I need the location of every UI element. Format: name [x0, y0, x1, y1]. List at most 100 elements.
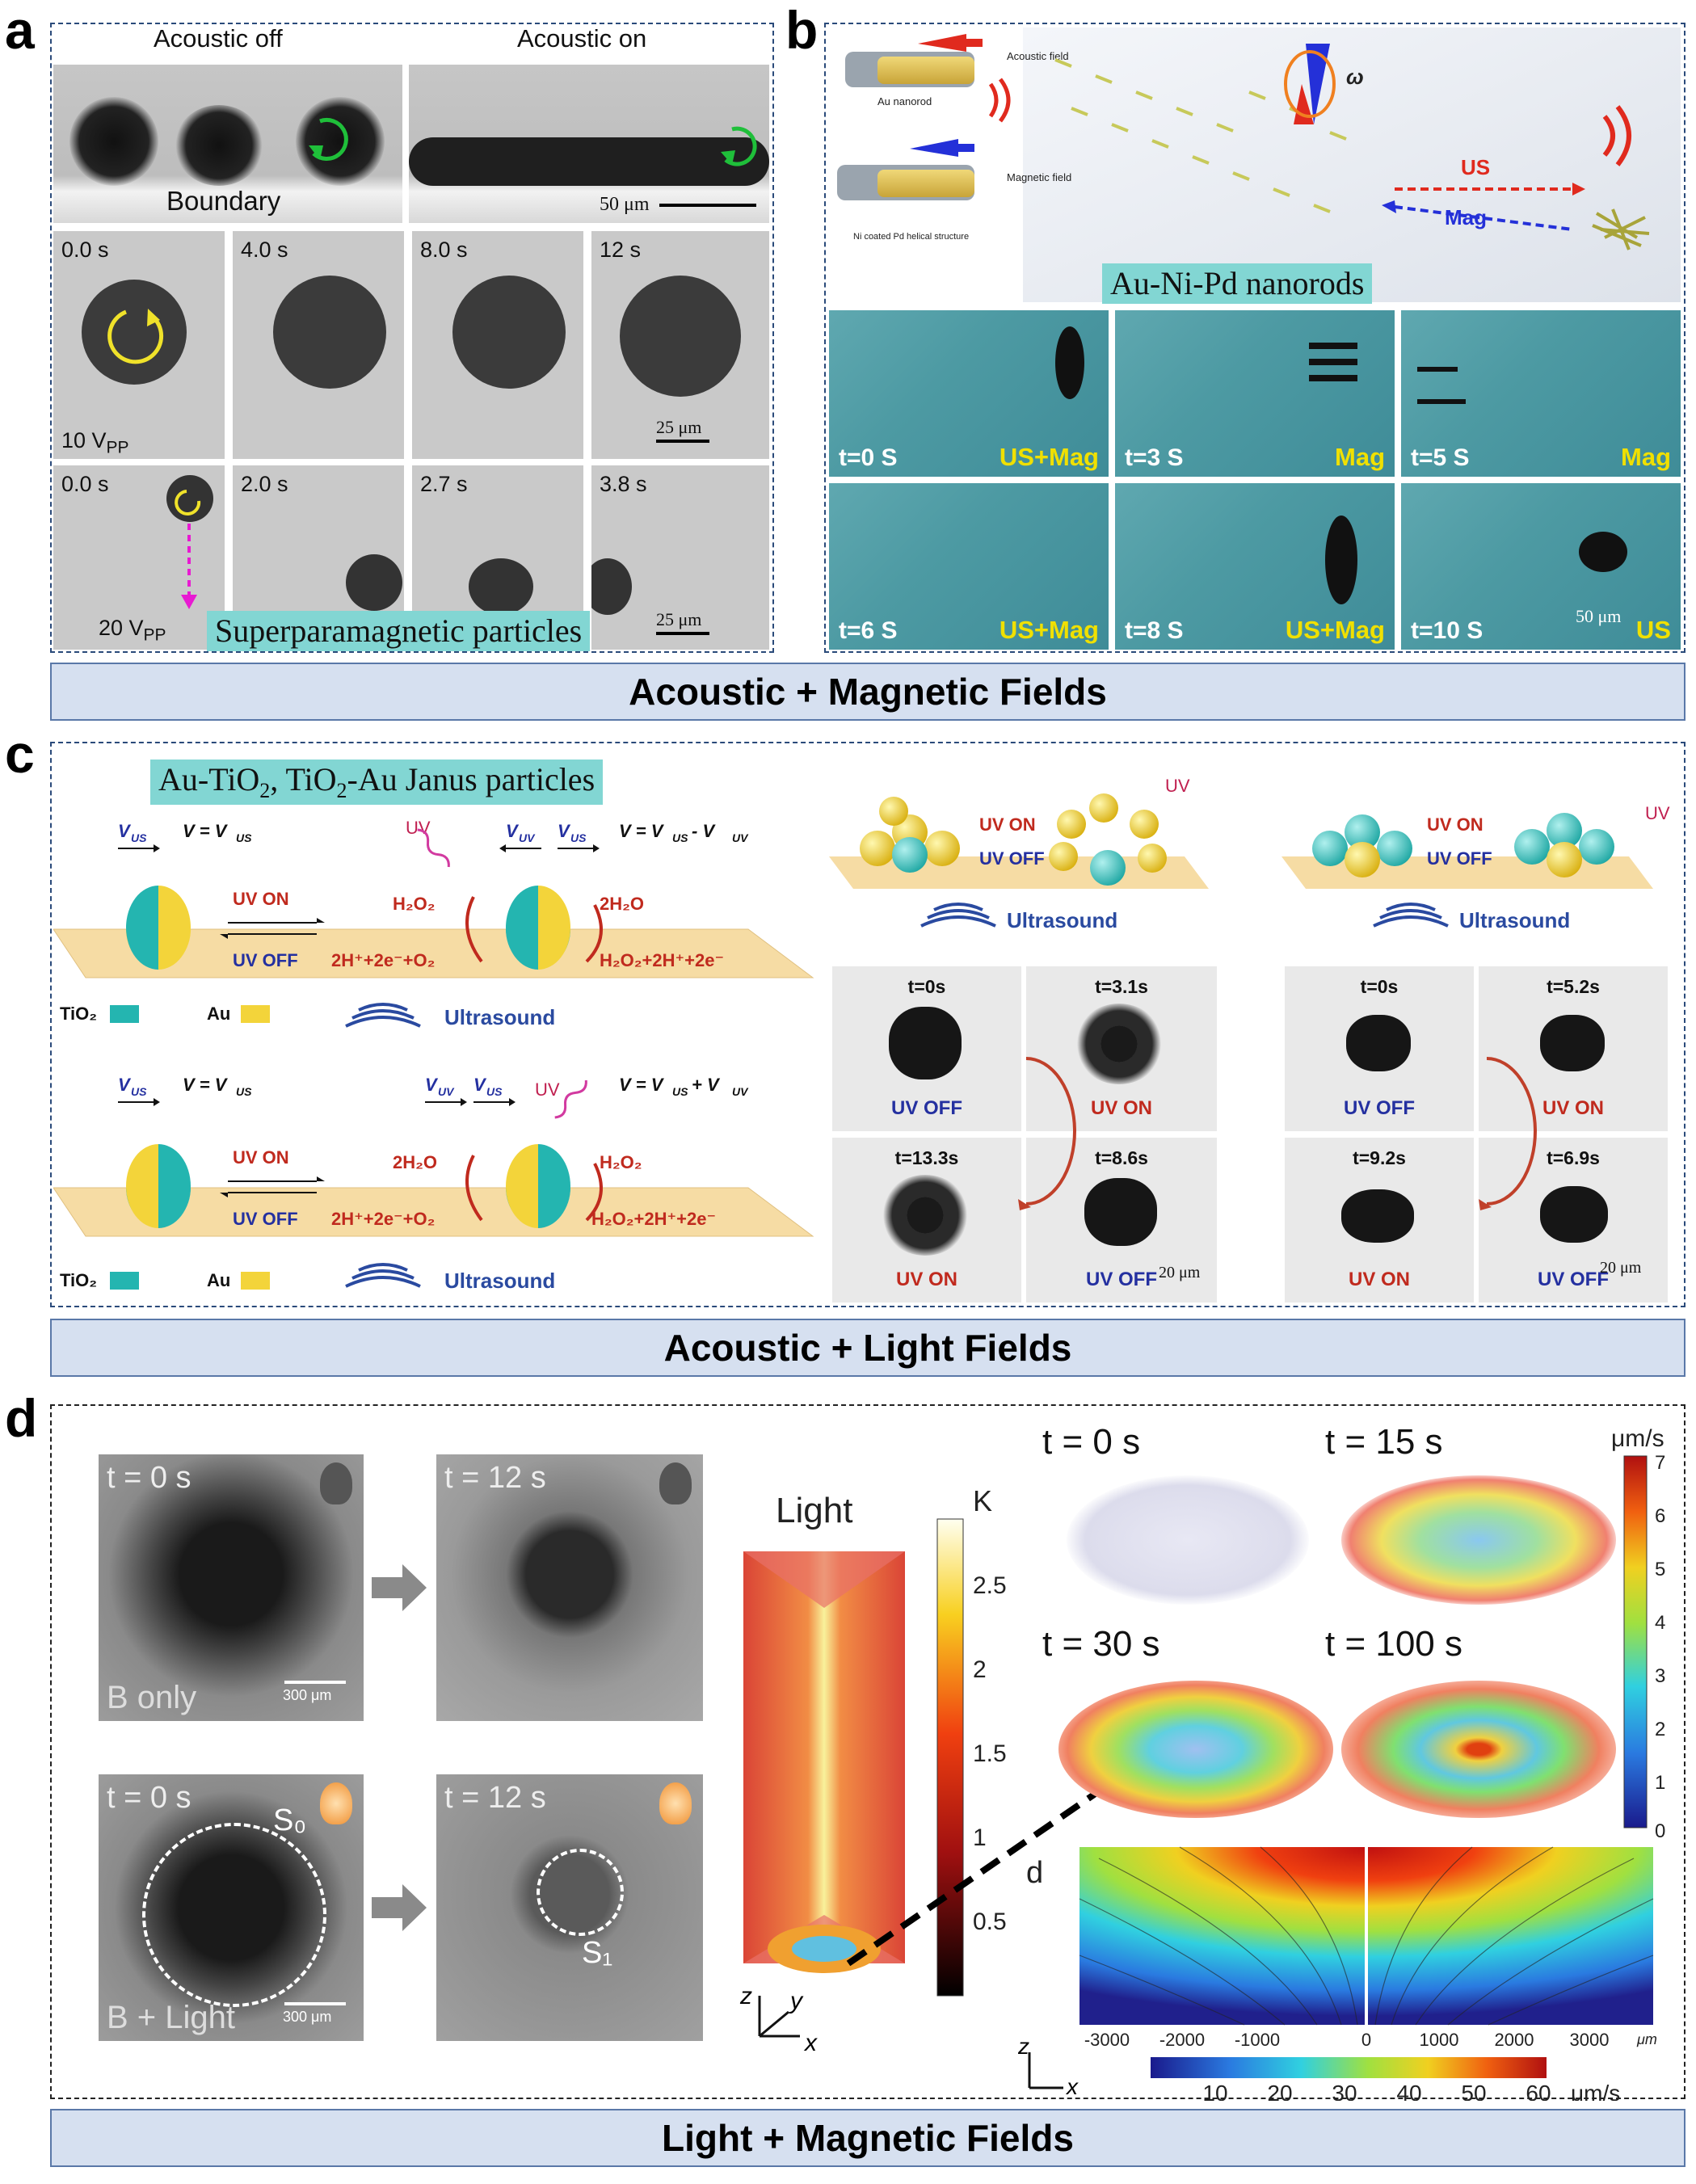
- scale-bar: [656, 632, 709, 635]
- time-label: t = 12 s: [444, 1781, 546, 1815]
- svg-text:UV: UV: [1165, 776, 1190, 796]
- frame-state: UV ON: [895, 1269, 957, 1290]
- janus-schematic: V US V = V US V UV V US V = V US - V UV UV UV …: [53, 818, 814, 1293]
- swarm-frame-2c: t=9.2s UV ON: [1285, 1138, 1474, 1302]
- scale-bar-label: 25 μm: [656, 609, 702, 629]
- svg-text:UV ON: UV ON: [979, 814, 1036, 835]
- particle-ellipse-0s: [1067, 1475, 1309, 1605]
- svg-text:ω: ω: [1346, 65, 1364, 89]
- nanorod-frame-3: t=6 S US+Mag: [829, 483, 1109, 650]
- boundary-label: Boundary: [166, 186, 281, 216]
- svg-text:4: 4: [1655, 1612, 1665, 1634]
- nanorod-schematic: Au nanorod Acoustic field Magnetic field…: [837, 27, 1681, 302]
- svg-text:TiO₂: TiO₂: [60, 1004, 97, 1024]
- nanorod-cluster: [1592, 208, 1650, 250]
- micrograph-acoustic-off: Boundary: [53, 65, 402, 223]
- svg-text:US: US: [131, 831, 147, 844]
- svg-text:2.5: 2.5: [973, 1572, 1007, 1599]
- svg-text:-3000: -3000: [1084, 2030, 1130, 2050]
- flow-field-plot: d z x -3000 -2000 -1000 0 1000 2000 3000…: [1018, 1846, 1657, 2101]
- section-bar-acoustic-magnetic: Acoustic + Magnetic Fields: [50, 663, 1685, 721]
- frame-state: UV OFF: [891, 1097, 962, 1119]
- arrow-right-icon: [372, 1564, 427, 1611]
- frame-time: t=8 S: [1125, 617, 1184, 644]
- svg-text:1000: 1000: [1420, 2030, 1459, 2050]
- svg-text:V = V: V = V: [183, 1075, 229, 1095]
- frame-time: t=0s: [1360, 976, 1399, 997]
- svg-text:Acoustic field: Acoustic field: [1007, 50, 1069, 62]
- svg-text:7: 7: [1655, 1452, 1665, 1474]
- svg-text:V = V: V = V: [183, 821, 229, 841]
- svg-text:x: x: [1065, 2074, 1079, 2099]
- sim-time-30: t = 30 s: [1042, 1624, 1160, 1664]
- particle-ellipse-100s: [1341, 1681, 1616, 1818]
- svg-text:μm: μm: [1636, 2031, 1657, 2047]
- svg-text:UV: UV: [732, 1085, 749, 1098]
- time-label: 4.0 s: [241, 238, 288, 262]
- frame-time: t=6 S: [839, 617, 898, 644]
- svg-text:20: 20: [1267, 2081, 1292, 2101]
- frame-mode: US: [1635, 616, 1671, 644]
- frame-state: UV ON: [1348, 1269, 1410, 1290]
- svg-text:40: 40: [1396, 2081, 1421, 2101]
- svg-text:V: V: [118, 821, 132, 841]
- svg-text:UV: UV: [519, 831, 536, 844]
- svg-text:TiO₂: TiO₂: [60, 1270, 97, 1290]
- dashed-boundary: [537, 1849, 624, 1936]
- rotation-arrow-icon: [721, 126, 757, 166]
- velocity-hbar: [1151, 2057, 1547, 2078]
- svg-text:x: x: [803, 2030, 818, 2056]
- svg-text:Light: Light: [776, 1491, 852, 1530]
- sim-time-15: t = 15 s: [1325, 1422, 1443, 1462]
- svg-text:UV ON: UV ON: [1427, 814, 1483, 835]
- svg-text:US: US: [236, 831, 252, 844]
- sim-time-100: t = 100 s: [1325, 1624, 1463, 1664]
- svg-text:50: 50: [1461, 2081, 1486, 2101]
- cycle-arrow-icon: [1018, 1057, 1076, 1210]
- panel-a-caption: Superparamagnetic particles: [207, 611, 591, 651]
- frame-state: UV ON: [1542, 1097, 1604, 1119]
- svg-text:d: d: [1026, 1856, 1043, 1890]
- svg-text:UV: UV: [732, 831, 749, 844]
- panel-b-caption: Au-Ni-Pd nanorods: [1102, 263, 1373, 304]
- bulb-on-icon: [320, 1782, 352, 1824]
- arrow-right-icon: [372, 1884, 427, 1931]
- frame-time: t=8.6s: [1095, 1147, 1148, 1168]
- scale-bar: [659, 204, 756, 207]
- svg-text:-2000: -2000: [1159, 2030, 1205, 2050]
- micrograph-20vpp-3-8s: 3.8 s 25 μm: [591, 465, 769, 650]
- svg-text:Au: Au: [207, 1270, 230, 1290]
- swarm-closed-1: [860, 797, 960, 873]
- time-label: 2.7 s: [420, 472, 468, 496]
- voltage-label: 10 VPP: [61, 428, 129, 457]
- svg-text:V: V: [425, 1075, 439, 1095]
- svg-text:y: y: [789, 1988, 804, 2014]
- svg-text:μm/s: μm/s: [1571, 2081, 1620, 2101]
- frame-mode: Mag: [1621, 443, 1671, 471]
- svg-text:Ultrasound: Ultrasound: [444, 1269, 555, 1293]
- micrograph-10vpp-8s: 8.0 s: [412, 231, 583, 459]
- time-label: 0.0 s: [61, 472, 109, 496]
- panel-b-box: [824, 23, 1685, 653]
- frame-time: t=9.2s: [1353, 1147, 1406, 1168]
- svg-text:UV ON: UV ON: [233, 889, 289, 909]
- svg-text:UV: UV: [535, 1079, 560, 1100]
- temperature-colorbar: [936, 1518, 964, 1997]
- condition-label: B only: [107, 1680, 197, 1715]
- svg-text:3: 3: [1655, 1665, 1665, 1687]
- svg-text:UV: UV: [1645, 803, 1670, 823]
- rotation-arrow-icon: [309, 117, 348, 161]
- swarm-frame-1c: t=13.3s UV ON: [832, 1138, 1021, 1302]
- svg-text:2000: 2000: [1495, 2030, 1534, 2050]
- micrograph-b-only-12s: t = 12 s: [436, 1454, 703, 1721]
- cycle-arrow-icon: [1479, 1057, 1537, 1210]
- svg-text:UV OFF: UV OFF: [233, 1209, 298, 1229]
- dashed-boundary: [142, 1823, 326, 2007]
- svg-text:US: US: [672, 1085, 688, 1098]
- frame-time: t=5.2s: [1547, 976, 1600, 997]
- svg-text:30: 30: [1332, 2081, 1357, 2101]
- frame-time: t=10 S: [1411, 617, 1483, 644]
- particle-ellipse-15s: [1341, 1475, 1616, 1605]
- svg-text:Au: Au: [207, 1004, 230, 1024]
- frame-mode: US+Mag: [999, 443, 1099, 471]
